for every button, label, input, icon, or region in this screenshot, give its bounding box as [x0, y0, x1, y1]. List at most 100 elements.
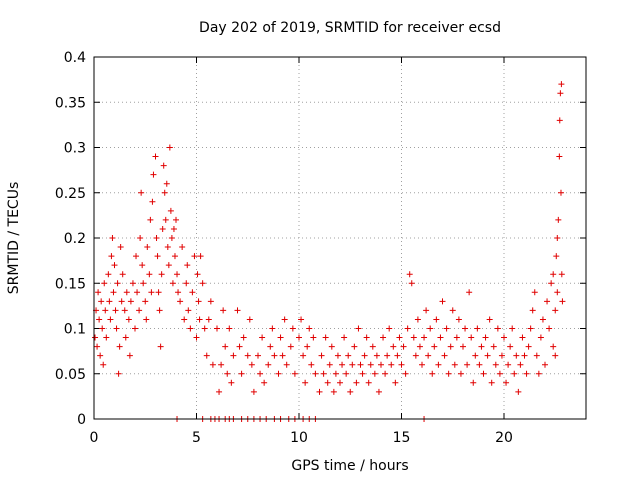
data-point: [527, 325, 534, 332]
data-point: [408, 280, 415, 287]
data-point: [546, 325, 553, 332]
data-point: [498, 352, 505, 359]
data-point: [157, 343, 164, 350]
data-point: [476, 361, 483, 368]
data-point: [170, 225, 177, 232]
data-point: [123, 289, 130, 296]
data-point: [139, 262, 146, 269]
data-point: [121, 307, 128, 314]
data-point: [468, 334, 475, 341]
data-point: [521, 352, 528, 359]
data-point: [318, 352, 325, 359]
y-tick-label: 0.05: [55, 367, 86, 383]
data-point: [555, 216, 562, 223]
data-point: [556, 153, 563, 160]
data-point: [386, 325, 393, 332]
data-point: [505, 361, 512, 368]
data-point: [515, 388, 522, 395]
data-point: [412, 352, 419, 359]
data-point: [234, 307, 241, 314]
data-point: [349, 361, 356, 368]
data-point: [171, 253, 178, 260]
data-point: [175, 289, 182, 296]
data-point: [114, 280, 121, 287]
data-point: [105, 271, 112, 278]
data-point: [328, 343, 335, 350]
data-point: [330, 388, 337, 395]
data-point: [531, 289, 538, 296]
data-point: [244, 352, 251, 359]
data-point: [132, 325, 138, 332]
data-point: [257, 370, 264, 377]
data-point: [472, 352, 479, 359]
data-point: [125, 316, 132, 323]
data-point: [167, 207, 174, 214]
data-point: [236, 343, 243, 350]
data-point: [464, 361, 471, 368]
data-point: [480, 370, 487, 377]
data-point: [108, 253, 115, 260]
data-point: [162, 216, 169, 223]
data-point: [501, 334, 507, 341]
data-point: [281, 316, 288, 323]
data-point: [261, 379, 268, 386]
data-point: [557, 90, 564, 97]
data-point: [152, 153, 159, 160]
axis-ticks: 0 0.05 0.1 0.15 0.2 0.25 0.3 0.35 0.4 0 5 10 15 20: [55, 50, 586, 446]
data-point: [437, 334, 444, 341]
data-point: [183, 280, 190, 287]
data-point: [163, 180, 170, 187]
data-point: [164, 244, 171, 251]
data-point: [369, 343, 376, 350]
data-point: [484, 352, 491, 359]
plot-frame: [93, 56, 587, 420]
data-point: [433, 316, 440, 323]
y-tick-label: 0.25: [55, 186, 86, 202]
data-point: [519, 334, 526, 341]
data-point: [486, 316, 493, 323]
data-point: [410, 334, 417, 341]
data-point: [189, 289, 196, 296]
data-point: [147, 216, 154, 223]
data-point: [304, 343, 311, 350]
y-tick-label: 0: [77, 412, 86, 428]
data-point: [111, 262, 118, 269]
data-point: [324, 379, 331, 386]
data-point: [373, 352, 380, 359]
data-point: [511, 370, 518, 377]
data-point: [552, 352, 559, 359]
data-point: [308, 361, 315, 368]
data-point: [462, 325, 469, 332]
data-point: [554, 289, 561, 296]
data-point: [118, 298, 125, 305]
data-point: [161, 189, 168, 196]
data-point: [553, 253, 560, 260]
data-point: [550, 343, 557, 350]
data-point: [557, 189, 564, 196]
data-point: [255, 352, 261, 359]
data-point: [240, 334, 247, 341]
data-point: [193, 334, 200, 341]
data-point: [443, 325, 450, 332]
data-point: [146, 271, 153, 278]
data-point: [168, 235, 175, 241]
data-point: [149, 198, 156, 205]
data-point: [158, 271, 165, 278]
data-point: [267, 343, 274, 350]
data-point: [406, 271, 413, 278]
data-point: [216, 388, 223, 395]
data-point: [351, 343, 358, 350]
data-point: [453, 334, 460, 341]
data-point: [122, 334, 129, 341]
data-point: [382, 370, 389, 377]
data-point: [269, 325, 276, 332]
data-point: [371, 370, 378, 377]
data-point: [525, 343, 532, 350]
data-point: [154, 253, 161, 260]
data-point: [226, 325, 233, 332]
data-point: [92, 334, 99, 341]
data-point: [127, 298, 134, 305]
data-point: [552, 307, 559, 314]
